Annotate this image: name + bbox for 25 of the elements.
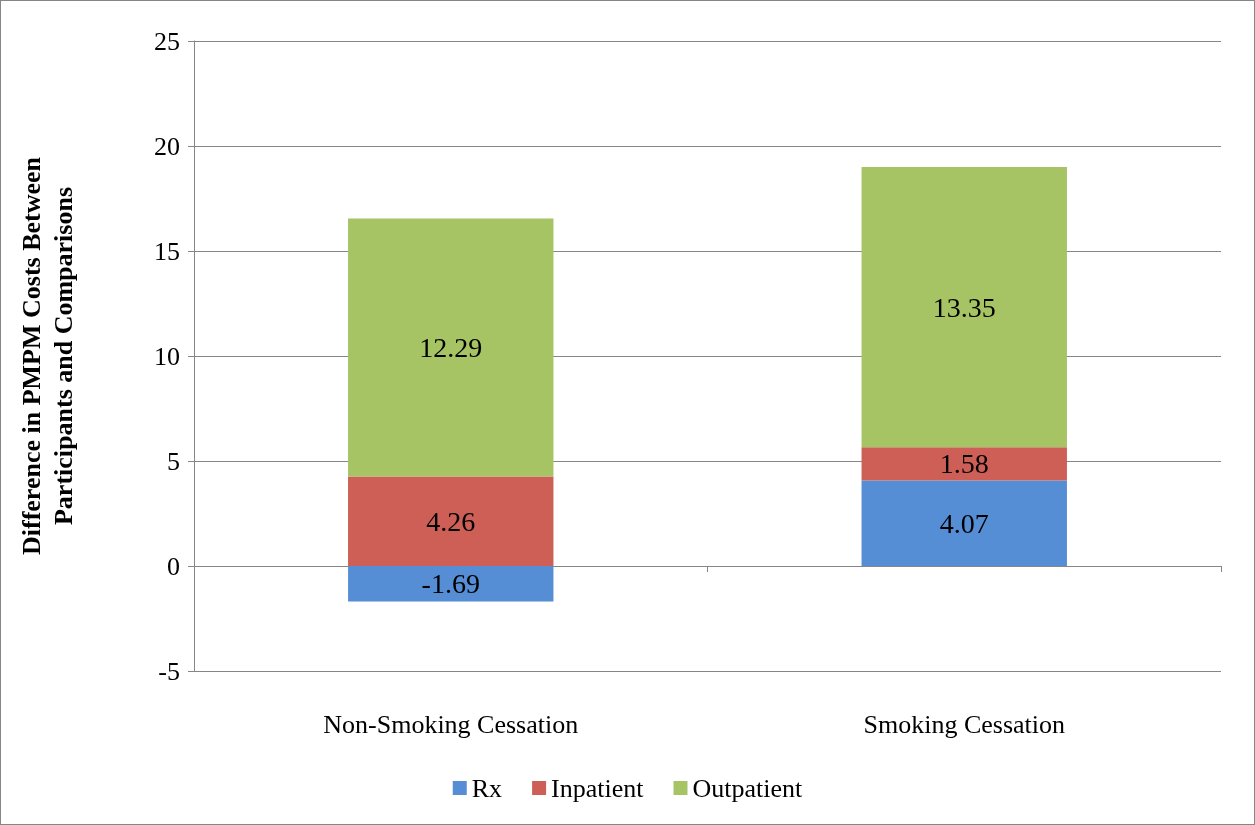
legend-label: Inpatient xyxy=(551,773,645,803)
bar xyxy=(861,480,1067,566)
y-tick-label: 0 xyxy=(167,551,180,581)
data-label: -1.69 xyxy=(421,568,480,600)
y-tick-label: 20 xyxy=(154,131,180,161)
data-label: 12.29 xyxy=(419,331,483,363)
data-label: 13.35 xyxy=(932,291,996,323)
y-tick-label: 5 xyxy=(167,446,180,476)
legend-label: Rx xyxy=(471,773,503,803)
bar xyxy=(348,566,554,602)
data-label: 1.58 xyxy=(939,448,989,480)
data-label: 4.07 xyxy=(939,507,989,539)
legend-label: Outpatient xyxy=(692,773,804,803)
bar xyxy=(861,447,1067,481)
bar xyxy=(348,476,554,566)
y-axis-title: Difference in PMPM Costs Between Participants and Comparisons xyxy=(16,156,78,556)
x-tick-label: Smoking Cessation xyxy=(863,709,1066,739)
data-label: 4.26 xyxy=(426,505,476,537)
bar xyxy=(348,218,554,477)
y-tick-label: -5 xyxy=(158,656,180,686)
y-tick-label: 15 xyxy=(154,236,180,266)
x-tick-label: Non-Smoking Cessation xyxy=(323,709,579,739)
y-tick-label: 10 xyxy=(154,341,180,371)
y-tick-label: 25 xyxy=(154,26,180,56)
bar xyxy=(861,167,1067,448)
